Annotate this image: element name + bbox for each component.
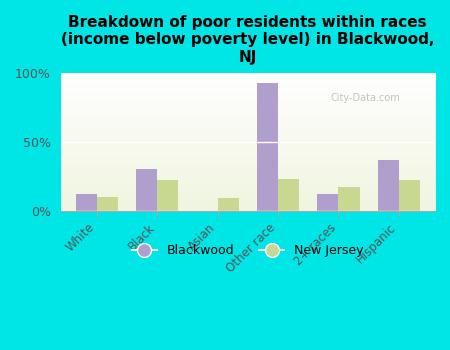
Bar (76, 194, 97, 211)
Bar (338, 187, 360, 211)
Legend: Blackwood, New Jersey: Blackwood, New Jersey (127, 239, 369, 262)
Bar (136, 169, 157, 211)
Bar (378, 160, 399, 211)
Bar (257, 83, 278, 211)
Bar (317, 194, 338, 211)
Bar (278, 179, 299, 211)
Text: City-Data.com: City-Data.com (330, 93, 400, 103)
Bar (157, 180, 178, 211)
Bar (97, 197, 118, 211)
Bar (399, 180, 420, 211)
Bar (218, 198, 239, 211)
Title: Breakdown of poor residents within races
(income below poverty level) in Blackwo: Breakdown of poor residents within races… (61, 15, 435, 65)
